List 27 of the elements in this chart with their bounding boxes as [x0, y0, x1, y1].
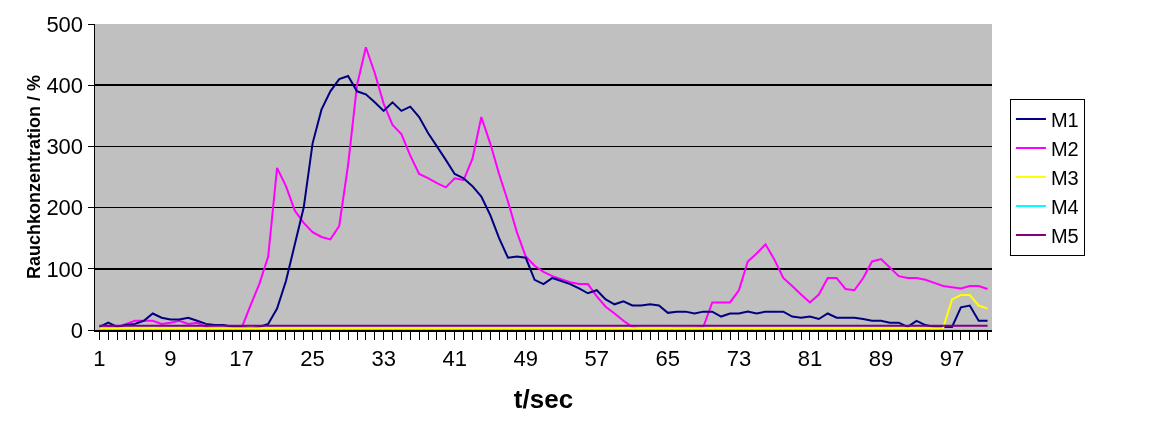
x-tick-label: 1: [93, 345, 106, 371]
x-tick-label: 73: [726, 345, 752, 371]
x-tick-label: 57: [584, 345, 610, 371]
x-tick-label: 9: [164, 345, 177, 371]
legend-label: M5: [1050, 224, 1079, 247]
x-tick-label: 25: [300, 345, 325, 371]
y-tick-label: 500: [46, 11, 84, 37]
y-tick-label: 400: [46, 72, 84, 98]
y-tick-label: 300: [46, 134, 84, 160]
legend-label: M4: [1050, 195, 1079, 218]
legend-label: M3: [1050, 166, 1079, 189]
x-tick-label: 17: [229, 345, 254, 371]
x-axis-title: t/sec: [513, 384, 574, 415]
x-tick-label: 89: [868, 345, 894, 371]
x-tick-label: 41: [442, 345, 467, 371]
x-tick-label: 97: [939, 345, 965, 371]
y-axis-title: Rauchkonzentration / %: [24, 74, 45, 280]
x-tick-label: 65: [655, 345, 681, 371]
y-tick-label: 100: [46, 256, 84, 282]
x-tick-label: 49: [513, 345, 538, 371]
legend-label: M2: [1050, 137, 1079, 160]
y-tick-label: 200: [46, 195, 84, 221]
line-series: [98, 294, 989, 330]
y-tick-label: 0: [70, 317, 84, 343]
x-tick-label: 81: [797, 345, 823, 371]
legend-label: M1: [1050, 108, 1079, 131]
x-tick-label: 33: [371, 345, 396, 371]
